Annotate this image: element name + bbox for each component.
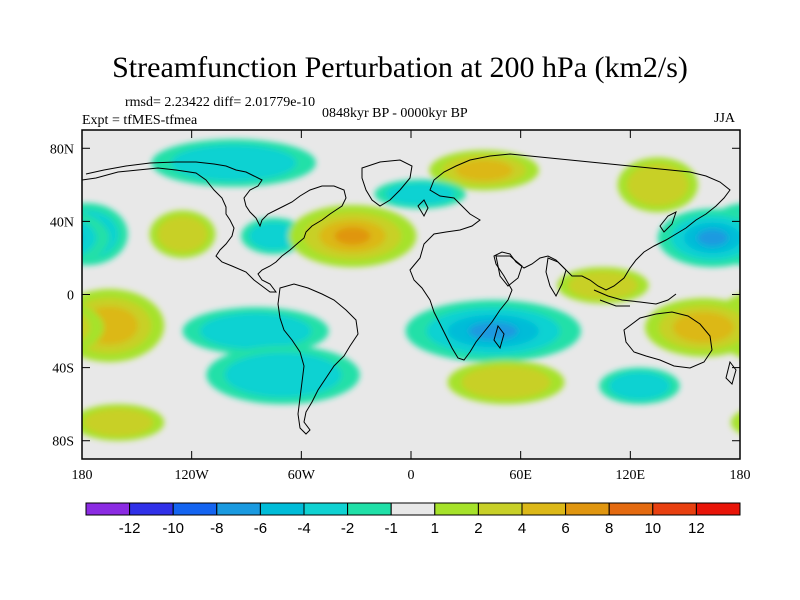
anomaly-blob xyxy=(241,217,307,255)
anomaly-blob xyxy=(149,210,216,258)
x-tick-label: 180 xyxy=(730,468,751,483)
colorbar-swatch xyxy=(347,502,392,516)
anomaly-blob xyxy=(405,299,581,363)
colorbar-swatch xyxy=(85,502,131,516)
anomaly-blob xyxy=(374,179,466,209)
anomaly-blob xyxy=(39,208,740,268)
period-label: 0848kyr BP - 0000kyr BP xyxy=(322,106,468,121)
page-title: Streamfunction Perturbation at 200 hPa (… xyxy=(112,51,688,84)
anomaly-blob xyxy=(429,150,539,191)
colorbar-swatch xyxy=(390,502,436,516)
anomaly-blob xyxy=(288,204,417,268)
colorbar-swatch xyxy=(652,502,697,516)
anomaly-contour xyxy=(385,182,455,206)
anomaly-contour-wrap xyxy=(742,409,800,437)
coast-eurasia-africa xyxy=(409,153,731,361)
colorbar-label: 10 xyxy=(644,520,661,537)
coast-uk xyxy=(417,199,429,218)
coast-arabia xyxy=(495,255,523,287)
colorbar-label: -2 xyxy=(341,520,354,537)
colorbar: -12 -10 -8 -6 -4 -2 -1 1 2 4 6 8 10 12 xyxy=(85,502,741,537)
colorbar-label: 6 xyxy=(561,520,569,537)
coast-australia xyxy=(623,311,713,369)
colorbar-swatch xyxy=(608,502,654,516)
map-axes: 180 120W 60W 0 60E 120E 180 80N 40N 0 40S 80S xyxy=(50,130,751,483)
anomaly-contour xyxy=(224,352,342,398)
anomaly-contour xyxy=(248,222,299,250)
colorbar-swatch xyxy=(477,502,523,516)
anomaly-contour xyxy=(461,365,551,399)
anomaly-contour xyxy=(608,371,671,400)
x-tick-label: 180 xyxy=(72,468,93,483)
experiment-label: Expt = tfMES-tfmea xyxy=(82,113,198,128)
coast-north-america xyxy=(82,161,347,293)
anomaly-contour xyxy=(334,227,371,245)
colorbar-label: -6 xyxy=(254,520,267,537)
colorbar-label: -8 xyxy=(210,520,223,537)
coast-greenland xyxy=(361,159,413,207)
colorbar-swatch xyxy=(129,502,174,516)
coast-indonesia xyxy=(593,289,677,307)
colorbar-swatch xyxy=(434,502,479,516)
colorbar-swatch xyxy=(259,502,305,516)
colorbar-swatch xyxy=(521,502,567,516)
anomaly-contour-wrap xyxy=(82,314,90,341)
anomaly-contour-wrap xyxy=(82,221,97,255)
colorbar-swatch xyxy=(565,502,610,516)
colorbar-label: 4 xyxy=(518,520,526,537)
coast-madagascar xyxy=(493,324,505,350)
anomaly-blob xyxy=(599,367,680,405)
anomaly-blob xyxy=(447,360,565,405)
y-tick-label: 40N xyxy=(50,215,74,230)
anomaly-contour-wrap xyxy=(15,312,76,342)
anomaly-contour xyxy=(171,144,297,181)
y-tick-label: 40S xyxy=(52,362,74,377)
y-tick-label: 0 xyxy=(67,289,74,304)
x-tick-label: 60W xyxy=(288,468,316,483)
anomaly-blob xyxy=(557,267,649,304)
anomaly-blob xyxy=(82,404,800,441)
colorbar-label: -10 xyxy=(162,520,184,537)
coast-south-america xyxy=(277,283,359,435)
anomaly-contour xyxy=(627,163,689,206)
colorbar-label: 2 xyxy=(474,520,482,537)
anomaly-contour-wrap xyxy=(738,320,740,331)
anomaly-contour xyxy=(83,408,154,437)
map-plot-area xyxy=(15,130,800,459)
colorbar-label: -12 xyxy=(119,520,141,537)
anomaly-contour xyxy=(200,312,312,350)
x-tick-label: 0 xyxy=(408,468,415,483)
x-tick-label: 120E xyxy=(616,468,646,483)
colorbar-label: 8 xyxy=(605,520,613,537)
anomaly-contour-wrap xyxy=(730,411,740,434)
y-tick-label: 80N xyxy=(50,142,74,157)
anomaly-blob xyxy=(182,307,329,355)
anomaly-contour-wrap xyxy=(82,304,104,351)
anomaly-contour xyxy=(468,322,518,340)
colorbar-label: -4 xyxy=(297,520,310,537)
colorbar-swatch xyxy=(216,502,261,516)
anomaly-contour xyxy=(455,159,513,181)
y-tick-label: 80S xyxy=(52,435,74,450)
season-label: JJA xyxy=(714,111,736,126)
x-tick-label: 120W xyxy=(175,468,210,483)
stats-label: rmsd= 2.23422 diff= 2.01779e-10 xyxy=(125,95,316,110)
x-tick-label: 60E xyxy=(509,468,532,483)
coastlines xyxy=(82,153,737,435)
anomaly-blob xyxy=(206,345,360,405)
anomaly-blob xyxy=(151,139,316,187)
anomaly-contour xyxy=(697,229,728,247)
colorbar-label: 12 xyxy=(688,520,705,537)
colorbar-label: -1 xyxy=(385,520,398,537)
anomaly-contour xyxy=(157,216,208,253)
coast-japan xyxy=(659,211,677,233)
anomaly-contour xyxy=(568,271,638,300)
colorbar-swatch xyxy=(303,502,349,516)
colorbar-swatch xyxy=(695,502,741,516)
anomaly-contour-wrap xyxy=(39,230,70,246)
colorbar-label: 1 xyxy=(431,520,439,537)
coast-india xyxy=(545,257,567,298)
colorbar-swatch xyxy=(172,502,218,516)
